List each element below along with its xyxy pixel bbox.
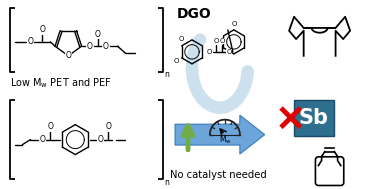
Text: O: O: [179, 36, 184, 42]
Text: DGO: DGO: [177, 7, 212, 21]
Text: O: O: [103, 42, 109, 51]
Text: O: O: [28, 37, 33, 46]
Text: No catalyst needed: No catalyst needed: [170, 170, 266, 180]
Text: O: O: [213, 38, 219, 44]
Text: Low M$_\mathregular{w}$ PET and PEF: Low M$_\mathregular{w}$ PET and PEF: [11, 76, 112, 90]
Text: O: O: [87, 42, 92, 51]
Text: O: O: [40, 25, 46, 34]
Text: O: O: [65, 51, 71, 60]
Text: O: O: [174, 58, 179, 64]
FancyBboxPatch shape: [294, 100, 334, 136]
Polygon shape: [175, 115, 265, 154]
Text: O: O: [226, 49, 232, 55]
Text: O: O: [47, 122, 53, 131]
Text: Sb: Sb: [299, 108, 328, 128]
Text: M$_\mathregular{w}$: M$_\mathregular{w}$: [219, 134, 232, 146]
Text: O: O: [97, 135, 103, 144]
Text: n: n: [164, 177, 169, 187]
Text: O: O: [206, 49, 212, 55]
Text: O: O: [95, 30, 101, 39]
FancyBboxPatch shape: [315, 157, 344, 185]
Text: 51: 51: [297, 89, 306, 98]
Text: Antimony: Antimony: [297, 138, 320, 143]
Text: O: O: [219, 38, 225, 44]
Text: O: O: [105, 122, 111, 131]
Text: O: O: [40, 135, 46, 144]
Text: n: n: [164, 70, 169, 79]
Text: O: O: [231, 21, 237, 27]
Polygon shape: [304, 28, 335, 33]
